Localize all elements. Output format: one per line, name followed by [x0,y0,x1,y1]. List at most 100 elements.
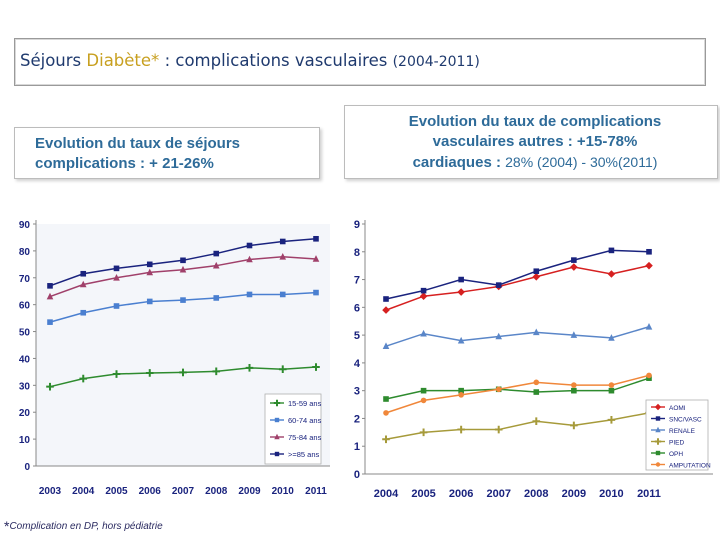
legend-marker [655,450,661,456]
right-subtitle-line3: cardiaques : 28% (2004) - 30%(2011) [353,152,717,173]
right-subtitle-line3-light: 28% (2004) - 30%(2011) [505,154,658,170]
footnote-star: * [4,518,10,534]
data-point [179,368,187,377]
series-line [385,264,650,311]
series-line [385,249,650,300]
legend-label: AOMI [669,405,686,412]
data-point [79,280,87,288]
data-point [79,374,88,383]
data-point [570,331,578,338]
x-tick-label: 2006 [449,488,473,500]
data-point [457,425,465,434]
data-point [279,253,287,260]
data-point [47,283,53,289]
legend: 15-59 ans 60-74 ans 75-84 ans >=85 ans [264,393,322,465]
y-tick-label: 50 [19,328,31,339]
y-tick-label: 30 [19,381,31,392]
page-title: Séjours Diabète* : complications vascula… [20,51,480,70]
right-subtitle-box: Evolution du taux de complications vascu… [344,105,718,179]
data-point [113,273,120,281]
legend: AOMI SNC/VASC RENALE PIED OPH AMPUTATION [645,399,711,471]
y-tick-label: 10 [19,435,31,446]
data-point [382,306,390,314]
legend-label: 60-74 ans [288,416,322,425]
x-tick-label: 2007 [172,486,195,497]
y-tick-label: 1 [354,441,360,453]
data-point [279,291,286,298]
left-subtitle-box: Evolution du taux de séjours complicatio… [14,127,320,179]
legend-label: >=85 ans [288,450,320,459]
title-rest: : complications vasculaires [164,51,388,70]
x-tick-label: 2007 [486,488,510,500]
x-tick-label: 2009 [562,488,586,500]
data-point [113,303,120,309]
right-subtitle-line3-bold: cardiaques : [412,154,501,171]
data-point [646,248,652,255]
data-point [383,396,389,402]
data-point [80,270,87,277]
series-85-ans [47,235,319,289]
data-point [645,322,653,330]
data-point [212,367,221,376]
left-line-chart: 0 10 20 30 40 50 60 70 80 90 2003 2004 2005 2006 2007 2… [14,204,334,514]
legend-marker [274,433,280,440]
footnote: *Complication en DP, hors pédiatrie [4,518,163,534]
data-point [420,397,427,404]
data-point [571,382,577,388]
y-tick-label: 40 [19,354,31,365]
data-point [80,309,87,316]
series-renale [382,322,653,350]
legend-marker [655,462,661,467]
data-point [213,295,220,301]
legend-marker [655,426,661,433]
x-tick-label: 2011 [637,488,661,500]
legend-label: AMPUTATION [669,463,711,470]
series-line [385,377,650,400]
series-15-59-ans [46,363,320,391]
y-tick-label: 20 [19,408,31,419]
y-tick-label: 60 [19,301,31,312]
legend-label: 75-84 ans [288,433,322,442]
data-point [571,257,577,263]
data-point [646,372,652,379]
series-line [385,374,650,414]
data-point [383,296,389,302]
data-point [246,255,253,263]
data-point [533,389,540,395]
x-tick-label: 2011 [305,486,327,497]
data-point [46,382,54,391]
data-point [112,370,121,378]
y-tick-label: 9 [354,219,360,231]
data-point [495,386,502,393]
data-point [179,265,187,273]
legend-marker [274,417,280,423]
data-point [212,261,220,269]
legend-label: PIED [669,440,684,447]
series-snc-vasc [383,247,652,302]
y-tick-label: 0 [24,462,30,473]
title-main: Séjours [20,51,82,70]
data-point [458,276,464,283]
series-60-74-ans [47,289,319,325]
legend-box [645,399,709,471]
data-point [180,257,186,264]
legend-marker [273,399,281,407]
y-tick-label: 4 [354,358,361,370]
title-accent: Diabète* [86,51,160,70]
y-tick-label: 6 [354,302,360,314]
legend-label: 15-59 ans [288,399,322,408]
data-point [419,428,428,437]
data-point [494,425,503,434]
left-subtitle-line2: complications : + 21-26% [35,155,214,172]
data-point [458,392,464,398]
data-point [570,421,578,430]
data-point [245,364,254,372]
footnote-text: Complication en DP, hors pédiatrie [9,521,163,532]
data-point [457,336,465,344]
legend-label: OPH [669,451,683,458]
data-point [113,265,120,272]
data-point [313,289,319,296]
right-line-chart: 0 1 2 3 4 5 6 7 8 9 2004 2005 2006 2007 2008 2009 2010 20… [345,204,718,516]
y-tick-label: 70 [19,274,31,285]
y-tick-label: 2 [354,413,360,425]
